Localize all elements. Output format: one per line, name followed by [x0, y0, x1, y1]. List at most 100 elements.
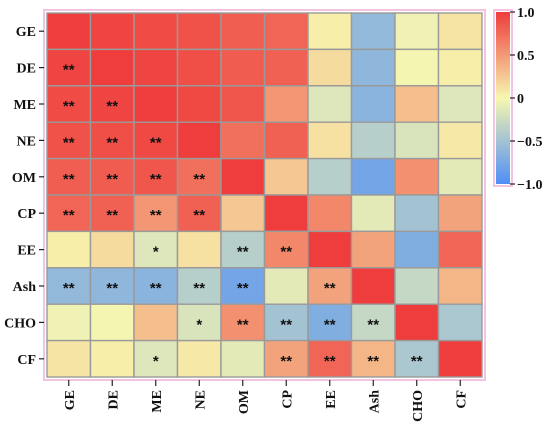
y-tick-label: CHO — [4, 316, 36, 331]
heatmap-cell-ee-ee — [307, 230, 353, 269]
heatmap-cell-ee-ge — [46, 230, 92, 269]
heatmap-cell-om-me — [133, 157, 179, 196]
y-axis-labels: GE DE ME NE OM CP EE Ash CHO CF — [4, 25, 44, 368]
heatmap-cell-ge-ne — [176, 12, 222, 51]
heatmap-cell-me-ne — [176, 85, 222, 123]
x-tick-label: Ash — [367, 390, 382, 414]
heatmap-cell-me-cf — [437, 85, 483, 123]
heatmap-cell-om-de — [89, 157, 135, 196]
heatmap-cell-cp-de — [89, 194, 135, 233]
heatmap-cell-cf-ge — [46, 339, 92, 378]
heatmap-cell-me-om — [220, 85, 266, 123]
y-tick-label: Ash — [13, 280, 37, 295]
colorbar-ticks: 1.0 0.5 0 −0.5 −1.0 — [510, 6, 542, 193]
y-tick-label: CP — [17, 207, 36, 222]
heatmap-cell-ge-ash — [350, 12, 396, 51]
significance-mark: ** — [324, 316, 336, 333]
colorbar-tick-label: 0 — [517, 92, 524, 107]
heatmap-cell-ee-de — [89, 230, 135, 269]
x-tick-label: DE — [106, 390, 121, 409]
heatmap-cell-om-ee — [307, 157, 353, 196]
heatmap-cell-ash-om — [220, 267, 266, 305]
significance-mark: ** — [63, 134, 75, 151]
significance-mark: ** — [193, 280, 205, 297]
significance-mark: ** — [63, 98, 75, 115]
heatmap-cell-me-me — [133, 85, 179, 123]
heatmap-cell-ne-ge — [46, 121, 92, 160]
heatmap-cell-cp-cp — [263, 194, 309, 233]
heatmap-cell-ne-me — [133, 121, 179, 160]
significance-marks: **** **** ** **** ** ** **** ** ** *** ** **** ** ** *… — [63, 62, 423, 370]
heatmap-cell-cp-cho — [394, 194, 440, 233]
significance-mark: ** — [63, 207, 75, 224]
y-tick-label: EE — [17, 244, 36, 259]
significance-mark: ** — [106, 98, 118, 115]
significance-mark: ** — [237, 280, 249, 297]
heatmap-cell-cho-cp — [263, 303, 309, 342]
significance-mark: ** — [280, 353, 292, 370]
significance-mark: ** — [193, 207, 205, 224]
heatmap-cell-om-om — [220, 157, 266, 196]
heatmap-cell-cf-me — [133, 339, 179, 378]
significance-mark: * — [153, 244, 159, 261]
heatmap-cell-de-ee — [307, 48, 353, 87]
heatmap-cell-ee-cf — [437, 230, 483, 269]
significance-mark: ** — [106, 134, 118, 151]
significance-mark: ** — [367, 353, 379, 370]
significance-mark: ** — [150, 171, 162, 188]
heatmap-cell-ne-cf — [437, 121, 483, 160]
significance-mark: * — [153, 353, 159, 370]
heatmap-cell-ash-cp — [263, 267, 309, 305]
y-tick-label: GE — [16, 25, 36, 40]
significance-mark: ** — [280, 316, 292, 333]
x-tick-label: CF — [454, 390, 469, 409]
significance-mark: ** — [367, 316, 379, 333]
y-tick-label: OM — [12, 171, 36, 186]
significance-mark: ** — [106, 280, 118, 297]
heatmap-cell-cp-ee — [307, 194, 353, 233]
significance-mark: ** — [280, 244, 292, 261]
significance-mark: ** — [150, 280, 162, 297]
significance-mark: ** — [237, 316, 249, 333]
x-axis-labels: GE DE ME NE OM CP EE Ash CHO CF — [63, 380, 469, 422]
heatmap-cell-de-de — [89, 48, 135, 87]
heatmap-cell-me-ee — [307, 85, 353, 123]
heatmap-cell-ne-cp — [263, 121, 309, 160]
colorbar-gradient — [496, 12, 510, 184]
heatmap-cell-ne-ne — [176, 121, 222, 160]
x-tick-label: NE — [193, 390, 208, 409]
heatmap-cell-me-cp — [263, 85, 309, 123]
heatmap-cell-de-ne — [176, 48, 222, 87]
significance-mark: ** — [63, 171, 75, 188]
heatmap-cell-ne-ee — [307, 121, 353, 160]
heatmap-cell-cp-cf — [437, 194, 483, 233]
heatmap-cell-de-cp — [263, 48, 309, 87]
heatmap-cell-de-cf — [437, 48, 483, 87]
heatmap-cell-ee-om — [220, 230, 266, 269]
heatmap-cell-ge-ee — [307, 12, 353, 51]
colorbar-tick-label: −1.0 — [517, 178, 542, 193]
significance-mark: ** — [411, 353, 423, 370]
heatmap-cell-ee-cho — [394, 230, 440, 269]
heatmap-cell-ash-me — [133, 267, 179, 305]
heatmap-cell-cf-om — [220, 339, 266, 378]
heatmap-cell-ash-ash — [350, 267, 396, 305]
colorbar-tick-label: 0.5 — [517, 49, 535, 64]
y-tick-label: CF — [17, 353, 36, 368]
colorbar-tick-label: −0.5 — [517, 135, 542, 150]
heatmap-cell-ge-cp — [263, 12, 309, 51]
heatmap-cell-cho-cho — [394, 303, 440, 342]
heatmap-cell-ne-cho — [394, 121, 440, 160]
y-tick-label: ME — [13, 98, 36, 113]
heatmap-cell-ge-cf — [437, 12, 483, 51]
heatmap-cell-cf-de — [89, 339, 135, 378]
x-tick-label: GE — [63, 390, 78, 410]
x-tick-label: EE — [324, 390, 339, 409]
heatmap-cell-cho-de — [89, 303, 135, 342]
colorbar: 1.0 0.5 0 −0.5 −1.0 — [493, 6, 542, 193]
x-tick-label: ME — [150, 390, 165, 413]
significance-mark: ** — [63, 280, 75, 297]
heatmap-cell-ee-ash — [350, 230, 396, 269]
heatmap-cell-ne-ash — [350, 121, 396, 160]
